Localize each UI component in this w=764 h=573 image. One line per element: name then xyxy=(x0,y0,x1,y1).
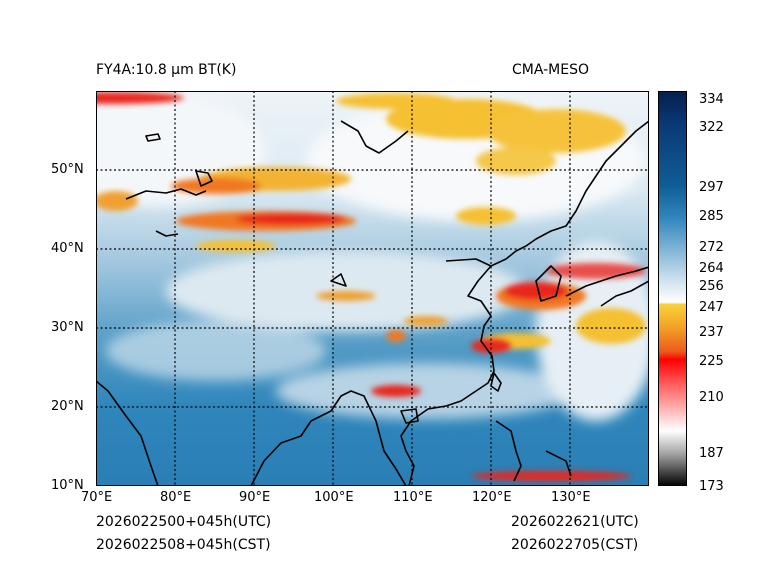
product-title: FY4A:10.8 µm BT(K) xyxy=(96,62,237,78)
cold-cloud-tops xyxy=(96,92,646,481)
graticule xyxy=(96,91,649,486)
init-time-cst: 2026022508+045h(CST) xyxy=(96,537,271,553)
cb-tick-247: 247 xyxy=(699,300,724,315)
coastlines xyxy=(96,120,649,486)
valid-time-cst: 2026022705(CST) xyxy=(511,537,639,553)
init-time-utc: 2026022500+045h(UTC) xyxy=(96,514,272,530)
lat-label-20n: 20°N xyxy=(51,399,84,414)
cb-tick-187: 187 xyxy=(699,446,724,461)
cb-tick-210: 210 xyxy=(699,390,724,405)
cb-tick-272: 272 xyxy=(699,240,724,255)
cb-tick-322: 322 xyxy=(699,120,724,135)
cirrus-yellow xyxy=(96,93,646,349)
lat-label-40n: 40°N xyxy=(51,241,84,256)
lat-label-30n: 30°N xyxy=(51,320,84,335)
colorbar-gradient xyxy=(658,91,687,486)
lon-label-110e: 110°E xyxy=(393,490,433,505)
cb-tick-173: 173 xyxy=(699,479,724,494)
cb-tick-285: 285 xyxy=(699,209,724,224)
valid-time-utc: 2026022621(UTC) xyxy=(511,514,639,530)
cb-tick-297: 297 xyxy=(699,180,724,195)
satellite-map xyxy=(96,91,649,486)
lon-label-130e: 130°E xyxy=(551,490,591,505)
cb-tick-334: 334 xyxy=(699,92,724,107)
lat-label-10n: 10°N xyxy=(51,478,84,493)
cb-tick-225: 225 xyxy=(699,354,724,369)
cb-tick-264: 264 xyxy=(699,261,724,276)
model-name: CMA-MESO xyxy=(512,62,590,78)
lon-label-80e: 80°E xyxy=(160,490,192,505)
cb-tick-256: 256 xyxy=(699,279,724,294)
lon-label-70e: 70°E xyxy=(81,490,113,505)
lat-label-50n: 50°N xyxy=(51,162,84,177)
lon-label-100e: 100°E xyxy=(314,490,354,505)
lon-label-120e: 120°E xyxy=(472,490,512,505)
cb-tick-237: 237 xyxy=(699,325,724,340)
lon-label-90e: 90°E xyxy=(239,490,271,505)
colorbar xyxy=(658,91,687,486)
